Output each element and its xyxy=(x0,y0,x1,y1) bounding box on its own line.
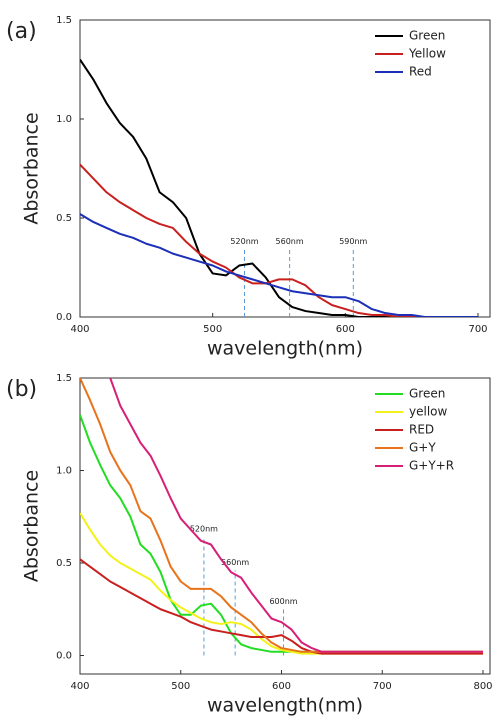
x-axis-label: wavelength(nm) xyxy=(207,695,363,717)
legend-label: Green xyxy=(409,29,445,43)
series-line xyxy=(80,378,483,653)
y-tick-label: 0.5 xyxy=(56,213,72,224)
y-axis-label: Absorbance xyxy=(21,470,43,582)
x-tick-label: 500 xyxy=(203,324,222,335)
annotation-label: 560nm xyxy=(276,237,304,246)
series-line xyxy=(80,512,483,655)
series-line xyxy=(80,213,478,317)
y-tick-label: 0.5 xyxy=(56,558,72,569)
legend-label: G+Y xyxy=(409,441,436,455)
y-tick-label: 0.0 xyxy=(56,312,72,323)
legend-label: yellow xyxy=(409,405,447,419)
y-tick-label: 1.0 xyxy=(56,466,72,477)
y-tick-label: 1.0 xyxy=(56,114,72,125)
series-line xyxy=(80,59,478,317)
x-tick-label: 400 xyxy=(70,324,89,335)
x-tick-label: 700 xyxy=(373,681,392,692)
y-tick-label: 0.0 xyxy=(56,651,72,662)
x-tick-label: 700 xyxy=(468,324,487,335)
legend-label: Green xyxy=(409,387,445,401)
legend-label: G+Y+R xyxy=(409,459,454,473)
x-tick-label: 600 xyxy=(336,324,355,335)
panel-label: (a) xyxy=(6,19,37,44)
x-tick-label: 500 xyxy=(171,681,190,692)
annotation-label: 520nm xyxy=(230,237,258,246)
annotation-label: 590nm xyxy=(339,237,367,246)
series-line xyxy=(80,558,483,655)
x-tick-label: 600 xyxy=(272,681,291,692)
y-tick-label: 1.5 xyxy=(56,373,72,384)
x-tick-label: 800 xyxy=(473,681,492,692)
series-line xyxy=(109,378,483,653)
legend-label: RED xyxy=(409,423,434,437)
annotation-label: 560nm xyxy=(221,558,249,567)
x-tick-label: 400 xyxy=(70,681,89,692)
y-tick-label: 1.5 xyxy=(56,15,72,26)
annotation-label: 520nm xyxy=(190,525,218,534)
legend-label: Red xyxy=(409,65,432,79)
plot-frame xyxy=(79,377,491,675)
plot-frame xyxy=(79,19,491,318)
x-axis-label: wavelength(nm) xyxy=(207,338,363,360)
y-axis-label: Absorbance xyxy=(21,112,43,224)
annotation-label: 600nm xyxy=(269,597,297,606)
panel-label: (b) xyxy=(6,377,37,402)
legend-label: Yellow xyxy=(408,47,446,61)
series-line xyxy=(80,163,478,317)
